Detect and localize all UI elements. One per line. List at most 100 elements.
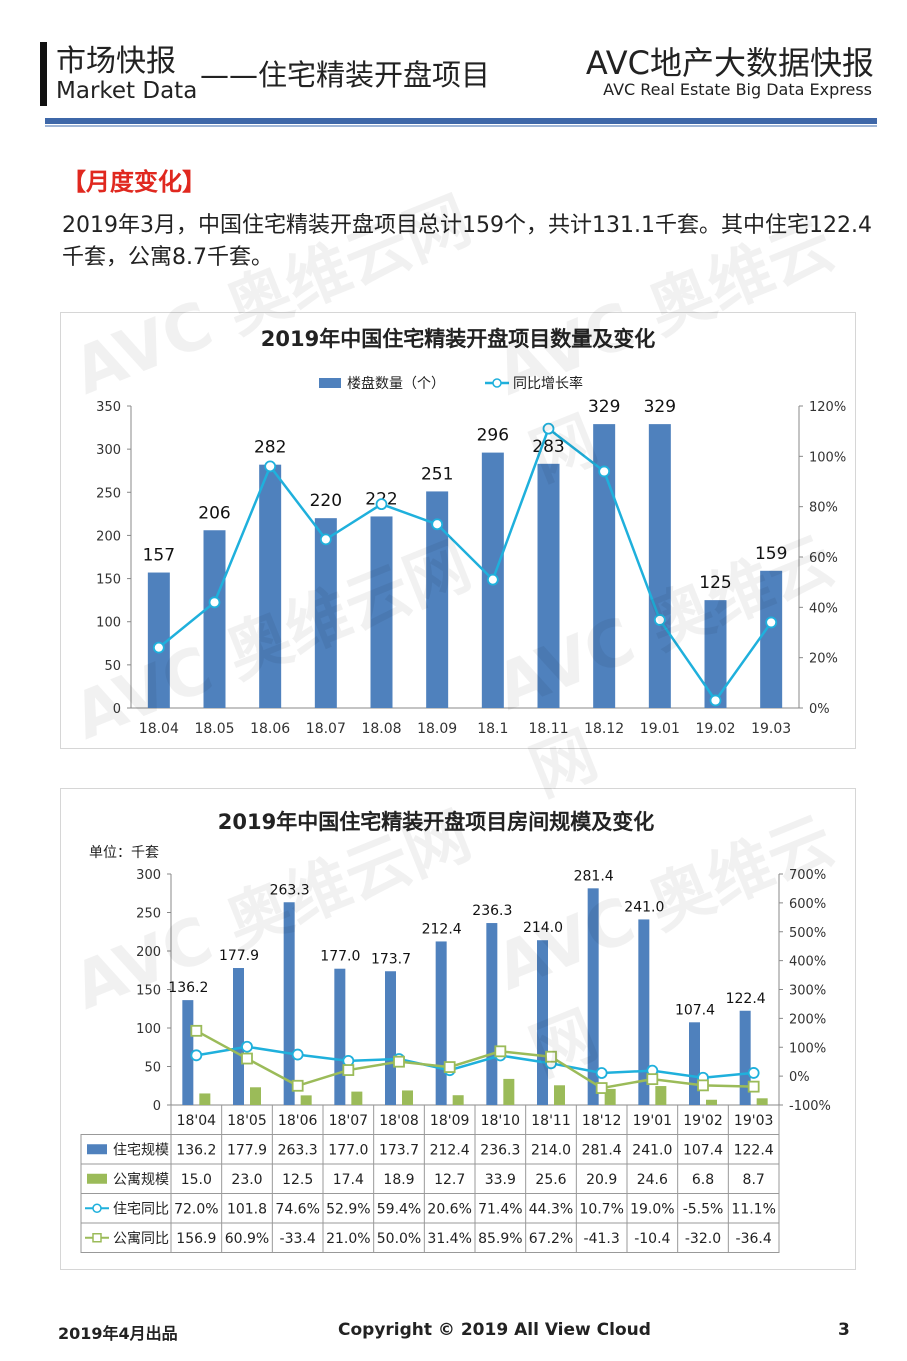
residential-yoy-point (595, 1067, 608, 1079)
y-right-tick-label: -100% (789, 1099, 831, 1114)
table-cell: 8.7 (743, 1172, 765, 1188)
table-cell: 173.7 (379, 1142, 419, 1158)
table-cell: 107.4 (683, 1142, 723, 1158)
table-cell: 72.0% (174, 1201, 218, 1217)
table-cell: 21.0% (326, 1231, 370, 1247)
y-right-tick-label: 400% (789, 955, 826, 970)
table-cell: 6.8 (692, 1172, 714, 1188)
x-tick-label: 18'04 (177, 1113, 217, 1129)
table-cell: 60.9% (225, 1231, 269, 1247)
bar-apartment (250, 1087, 261, 1105)
footer-date: 2019年4月出品 (58, 1324, 178, 1343)
bar-value-label: 125 (699, 573, 731, 593)
table-cell: 67.2% (529, 1231, 573, 1247)
section-title: 【月度变化】 (62, 168, 206, 196)
apartment-yoy-point (342, 1064, 355, 1076)
bar-value-label: 136.2 (168, 980, 208, 996)
residential-yoy-point (291, 1048, 304, 1061)
chart1-frame: 2019年中国住宅精装开盘项目数量及变化 楼盘数量（个） 同比增长率 0 50 100 15… (60, 312, 856, 749)
y-left-tick-label: 200 (136, 945, 161, 960)
y-right-tick-label: 0% (789, 1070, 810, 1085)
header-rule (45, 118, 877, 124)
y-right-tick-label: 20% (809, 652, 838, 667)
x-tick-label: 18.04 (139, 721, 179, 737)
x-tick-label: 19'03 (734, 1113, 773, 1129)
y-left-tick-label: 50 (104, 659, 121, 674)
apartment-yoy-point (443, 1061, 456, 1073)
table-cell: 71.4% (478, 1201, 522, 1217)
table-cell: -32.0 (685, 1231, 721, 1247)
x-tick-label: 18.06 (250, 721, 290, 737)
y-right-tick-label: 100% (789, 1041, 826, 1056)
table-cell: 156.9 (176, 1231, 216, 1247)
apartment-yoy-point (697, 1079, 709, 1092)
bar-value-label: 329 (644, 397, 676, 417)
bar-value-label: 212.4 (422, 921, 462, 937)
x-tick-label: 18'10 (481, 1113, 520, 1129)
table-cell: 24.6 (637, 1172, 668, 1188)
header-brand-cn: AVC地产大数据快报 (585, 44, 874, 82)
bar-apartment (452, 1095, 464, 1105)
bar-value-label: 329 (588, 397, 620, 417)
y-left-tick-label: 350 (96, 400, 121, 415)
bar-apartment (655, 1086, 667, 1105)
table-cell: 31.4% (427, 1231, 471, 1247)
table-cell: 50.0% (377, 1231, 421, 1247)
chart1-title: 2019年中国住宅精装开盘项目数量及变化 (261, 327, 655, 351)
bar-residential (587, 888, 599, 1105)
yoy-point (709, 694, 722, 707)
legend-swatch (87, 1144, 107, 1155)
yoy-point (653, 614, 666, 626)
table-cell: 52.9% (326, 1201, 370, 1217)
apartment-yoy-point (646, 1073, 659, 1086)
yoy-point (319, 533, 332, 546)
y-left-tick-label: 250 (96, 486, 121, 501)
table-cell: 136.2 (176, 1142, 216, 1158)
y-left-tick-label: 0 (153, 1099, 161, 1114)
apartment-yoy-point (291, 1079, 304, 1092)
apartment-yoy-point (190, 1024, 203, 1037)
bar-apartment (402, 1090, 413, 1105)
y-left-tick-label: 0 (113, 702, 121, 717)
bar-residential (385, 971, 396, 1105)
x-tick-label: 18'07 (329, 1113, 368, 1129)
page-number: 3 (838, 1320, 850, 1340)
legend-swatch-marker (92, 1203, 102, 1213)
summary-paragraph: 2019年3月，中国住宅精装开盘项目总计159个，共计131.1千套。其中住宅1… (62, 213, 872, 270)
y-left-tick-label: 150 (96, 573, 121, 588)
yoy-point (375, 498, 388, 511)
yoy-point (598, 465, 611, 478)
footer-copyright: Copyright © 2019 All View Cloud (338, 1320, 651, 1340)
header-subtitle: ——住宅精装开盘项目 (200, 58, 491, 92)
x-tick-label: 18.11 (528, 721, 568, 737)
legend-swatch-marker (92, 1233, 102, 1243)
table-series-name: 公寓同比 (113, 1230, 169, 1247)
legend-line-marker (492, 378, 502, 388)
bar-apartment (300, 1095, 312, 1105)
bar-value-label: 263.3 (270, 882, 310, 898)
table-cell: 23.0 (231, 1172, 262, 1188)
table-cell: 263.3 (278, 1142, 318, 1158)
bar-residential (334, 968, 346, 1105)
table-cell: 11.1% (731, 1201, 775, 1217)
bar-residential (486, 923, 498, 1105)
residential-yoy-point (190, 1049, 203, 1062)
table-cell: 10.7% (579, 1201, 623, 1217)
table-cell: 15.0 (181, 1172, 212, 1188)
x-tick-label: 18.12 (584, 721, 624, 737)
y-right-tick-label: 60% (809, 551, 838, 566)
table-cell: 25.6 (535, 1172, 566, 1188)
x-tick-label: 18'08 (379, 1113, 418, 1129)
bar-apartment (756, 1098, 768, 1105)
table-cell: 85.9% (478, 1231, 522, 1247)
y-right-tick-label: 120% (809, 400, 846, 415)
yoy-point (208, 596, 221, 609)
y-left-tick-label: 300 (96, 443, 121, 458)
yoy-point (431, 518, 444, 531)
legend-swatch (87, 1173, 107, 1184)
bar (648, 424, 671, 708)
y-left-tick-label: 250 (136, 907, 161, 922)
residential-yoy-point (747, 1067, 760, 1079)
y-right-tick-label: 600% (789, 897, 826, 912)
table-cell: 214.0 (531, 1142, 571, 1158)
